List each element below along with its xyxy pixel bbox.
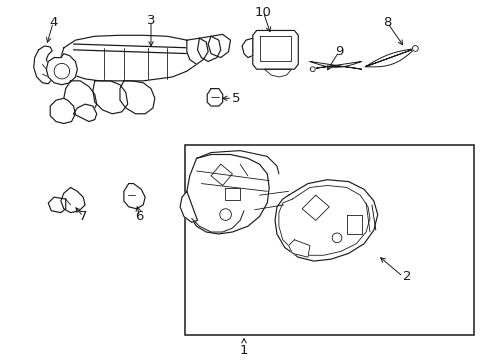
Polygon shape [34, 46, 52, 84]
Polygon shape [242, 38, 252, 58]
Circle shape [331, 233, 341, 243]
Polygon shape [207, 89, 222, 106]
Polygon shape [252, 31, 298, 69]
Text: 3: 3 [146, 14, 155, 27]
Text: 4: 4 [49, 16, 57, 29]
Polygon shape [365, 49, 414, 67]
Polygon shape [46, 54, 77, 85]
Polygon shape [211, 164, 232, 185]
Polygon shape [186, 38, 208, 64]
Text: 9: 9 [334, 45, 343, 58]
Text: 10: 10 [254, 5, 271, 19]
Polygon shape [186, 154, 269, 234]
Circle shape [219, 209, 231, 220]
Polygon shape [309, 62, 361, 69]
Text: 1: 1 [239, 345, 248, 357]
Circle shape [310, 67, 315, 72]
Text: 7: 7 [79, 210, 87, 223]
Polygon shape [123, 184, 145, 209]
Polygon shape [288, 240, 309, 257]
Polygon shape [61, 188, 85, 213]
Polygon shape [61, 35, 198, 81]
Polygon shape [208, 34, 230, 58]
Polygon shape [63, 81, 97, 116]
Text: 2: 2 [402, 270, 410, 283]
Bar [184, 145, 473, 335]
Polygon shape [120, 81, 155, 114]
Polygon shape [73, 104, 97, 122]
Text: 5: 5 [232, 92, 241, 105]
Polygon shape [180, 191, 197, 222]
Polygon shape [302, 195, 328, 220]
Polygon shape [93, 81, 127, 114]
Circle shape [411, 46, 417, 51]
Polygon shape [274, 180, 377, 261]
Polygon shape [48, 197, 65, 213]
Polygon shape [197, 36, 220, 62]
Polygon shape [50, 98, 75, 123]
Text: 6: 6 [135, 210, 143, 223]
Text: 8: 8 [383, 16, 391, 29]
